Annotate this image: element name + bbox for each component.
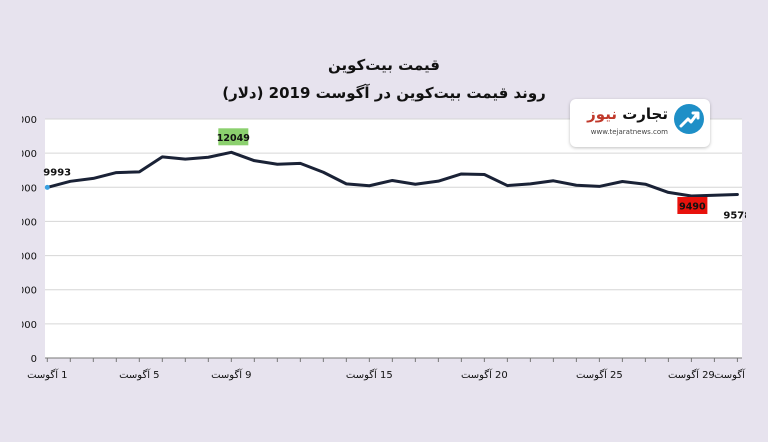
y-tick-label: 2000 xyxy=(22,320,37,331)
y-tick-label: 10000 xyxy=(22,183,37,194)
logo-text: تجارت نیوز xyxy=(587,105,668,123)
y-tick-label: 14000 xyxy=(22,115,37,126)
data-label: 9490 xyxy=(679,201,706,212)
chart-title: قیمت بیت‌کوین xyxy=(328,56,440,74)
y-tick-label: 0 xyxy=(31,354,37,365)
x-tick-label: 31 آگوست xyxy=(714,368,746,381)
x-tick-label: 25 آگوست xyxy=(576,368,623,381)
x-tick-label: 15 آگوست xyxy=(346,368,393,381)
chart-subtitle: روند قیمت بیت‌کوین در آگوست 2019 (دلار) xyxy=(222,84,546,102)
y-tick-label: 4000 xyxy=(22,286,37,297)
logo-name-part2: نیوز xyxy=(587,105,617,123)
data-label: 12049 xyxy=(217,133,250,144)
y-tick-label: 12000 xyxy=(22,149,37,160)
data-label: 9578 xyxy=(723,210,746,221)
logo-name-part1: تجارت xyxy=(622,105,668,123)
x-tick-label: 29 آگوست xyxy=(668,368,715,381)
data-point xyxy=(44,184,50,190)
data-label: 9993 xyxy=(43,167,71,178)
x-tick-label: 1 آگوست xyxy=(27,368,67,381)
logo-url: www.tejaratnews.com xyxy=(590,128,668,136)
x-tick-label: 9 آگوست xyxy=(211,368,251,381)
data-label-box xyxy=(677,196,708,214)
y-tick-label: 8000 xyxy=(22,217,37,228)
arrow-chart-icon xyxy=(674,104,704,134)
line-chart: 0 2000 4000 6000 8000 10000 12000 14000 1 آگوست 5… xyxy=(22,115,746,381)
series-line xyxy=(45,150,739,198)
x-tick-label: 5 آگوست xyxy=(119,368,159,381)
data-label-box xyxy=(218,128,249,146)
x-tick-label: 20 آگوست xyxy=(461,368,508,381)
y-tick-label: 6000 xyxy=(22,252,37,263)
logo: تجارت نیوز www.tejaratnews.com xyxy=(570,99,710,147)
plot-area xyxy=(45,119,742,358)
